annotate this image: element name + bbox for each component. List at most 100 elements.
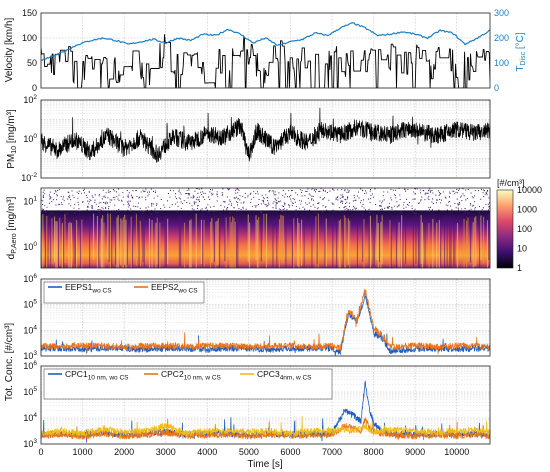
heatmap-cells [41, 188, 490, 268]
heatmap-cell [48, 202, 50, 204]
heatmap-cell [324, 206, 326, 208]
heatmap-cell [151, 219, 153, 268]
heatmap-cell [43, 209, 45, 211]
heatmap-cell [322, 211, 324, 213]
heatmap-cell [237, 192, 239, 194]
heatmap-cell [432, 203, 434, 205]
heatmap-cell [439, 202, 441, 204]
heatmap-cell [376, 214, 378, 260]
heatmap-cell [361, 205, 363, 207]
heatmap-cell [349, 220, 351, 268]
pm10-ylabel: PM10 [mg/m³] [6, 109, 18, 169]
heatmap-cell [285, 212, 287, 214]
heatmap-cell [374, 188, 376, 190]
heatmap-cell [464, 207, 466, 209]
heatmap-cell [261, 194, 263, 196]
heatmap-cell [238, 198, 240, 200]
heatmap-cell [234, 221, 236, 268]
heatmap-cell [452, 190, 454, 192]
heatmap-cell [196, 208, 198, 210]
heatmap-cell [286, 209, 288, 211]
heatmap-cell [96, 216, 98, 268]
heatmap-cell [396, 201, 398, 203]
heatmap-cell [235, 211, 237, 213]
heatmap-cell [58, 210, 60, 212]
heatmap-cell [418, 202, 420, 204]
heatmap-cell [192, 197, 194, 199]
heatmap-cell [111, 199, 113, 201]
heatmap-cell [83, 192, 85, 194]
heatmap-cell [404, 190, 406, 192]
heatmap-cell [129, 200, 131, 202]
heatmap-cell [458, 204, 460, 206]
heatmap-cell [457, 192, 459, 194]
heatmap-cell [290, 194, 292, 196]
heatmap-cell [292, 198, 294, 200]
heatmap-cell [399, 194, 401, 196]
heatmap-cell [426, 192, 428, 194]
eeps-frame [40, 278, 491, 357]
heatmap-cell [230, 222, 232, 268]
heatmap-cell [348, 206, 350, 208]
heatmap-cell [462, 188, 464, 190]
heatmap-cell [436, 199, 438, 201]
heatmap-cell [364, 193, 366, 195]
heatmap-cell [126, 201, 128, 203]
heatmap-cell [86, 209, 88, 211]
heatmap-cell [310, 205, 312, 207]
heatmap-cell [439, 198, 441, 200]
heatmap-cell [107, 202, 109, 204]
heatmap-cell [216, 191, 218, 193]
heatmap-cell [150, 188, 152, 190]
x-tick-label: 7000 [322, 447, 342, 457]
heatmap-cell [288, 190, 290, 192]
heatmap-cell [262, 199, 264, 201]
heatmap-cell [277, 200, 279, 202]
heatmap-cell [160, 208, 162, 210]
heatmap-cell [283, 208, 285, 210]
heatmap-cell [463, 211, 465, 213]
heatmap-cell [46, 210, 48, 212]
heatmap-cell [354, 200, 356, 202]
heatmap-cell [139, 207, 141, 209]
cpc-legend: CPC110 nm, wo CS CPC210 nm, w CS CPC34nm, … [43, 368, 333, 400]
heatmap-cell [406, 204, 408, 206]
heatmap-cell [45, 211, 47, 213]
eeps-y-tick-label: 103 [23, 350, 37, 361]
heatmap-cell [243, 202, 245, 204]
heatmap-cell [474, 208, 476, 210]
heatmap-cell [291, 205, 293, 207]
heatmap-cell [194, 190, 196, 192]
heatmap-cell [42, 209, 44, 211]
heatmap-cell [98, 195, 100, 197]
heatmap-cell [109, 201, 111, 203]
heatmap-cell [340, 194, 342, 196]
heatmap-cell [242, 195, 244, 197]
heatmap-cell [68, 192, 70, 194]
heatmap-cell [373, 196, 375, 198]
heatmap-cell [403, 207, 405, 209]
tdisc-y-tick-label: 0 [494, 83, 499, 93]
heatmap-cell [344, 213, 346, 215]
heatmap-cell [104, 195, 106, 197]
heatmap-cell [369, 215, 371, 268]
heatmap-cell [56, 194, 58, 196]
heatmap-cell [143, 222, 145, 268]
heatmap-cell [237, 202, 239, 204]
heatmap-cell [255, 206, 257, 208]
heatmap-cell [368, 198, 370, 200]
heatmap-cell [44, 219, 46, 268]
heatmap-cell [87, 200, 89, 202]
heatmap-cell [467, 189, 469, 191]
heatmap-cell [445, 197, 447, 199]
heatmap-cell [345, 217, 347, 268]
heatmap-cell [151, 203, 153, 205]
heatmap-cell [190, 196, 192, 198]
heatmap-cell [289, 196, 291, 198]
heatmap-cell [335, 197, 337, 199]
heatmap-cell [275, 199, 277, 201]
heatmap-cell [78, 193, 80, 195]
heatmap-cell [333, 211, 335, 213]
heatmap-cell [101, 198, 103, 200]
heatmap-cell [342, 196, 344, 198]
